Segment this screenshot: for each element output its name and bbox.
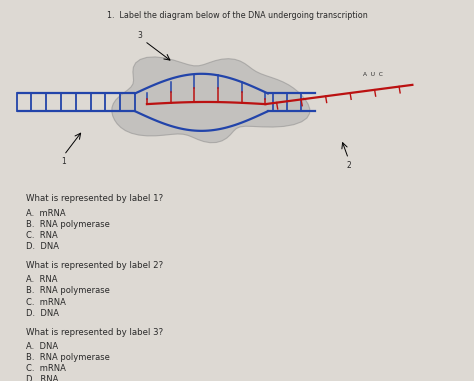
Text: D.  DNA: D. DNA bbox=[26, 309, 59, 318]
Text: 3: 3 bbox=[137, 31, 142, 40]
Text: B.  RNA polymerase: B. RNA polymerase bbox=[26, 220, 110, 229]
Text: B.  RNA polymerase: B. RNA polymerase bbox=[26, 353, 110, 362]
Text: 1: 1 bbox=[62, 157, 66, 166]
Text: A.  RNA: A. RNA bbox=[26, 275, 57, 284]
Polygon shape bbox=[112, 57, 310, 143]
Text: A  U  C: A U C bbox=[363, 72, 383, 77]
Text: A.  DNA: A. DNA bbox=[26, 342, 58, 351]
Text: What is represented by label 1?: What is represented by label 1? bbox=[26, 194, 163, 203]
Text: D.  DNA: D. DNA bbox=[26, 242, 59, 251]
Text: What is represented by label 2?: What is represented by label 2? bbox=[26, 261, 163, 270]
Text: C.  mRNA: C. mRNA bbox=[26, 364, 66, 373]
Text: 1.  Label the diagram below of the DNA undergoing transcription: 1. Label the diagram below of the DNA un… bbox=[107, 11, 367, 21]
Text: C.  RNA: C. RNA bbox=[26, 231, 58, 240]
Text: B.  RNA polymerase: B. RNA polymerase bbox=[26, 287, 110, 295]
Text: A.  mRNA: A. mRNA bbox=[26, 209, 66, 218]
Text: 2: 2 bbox=[346, 160, 351, 170]
Text: C.  mRNA: C. mRNA bbox=[26, 298, 66, 307]
Text: What is represented by label 3?: What is represented by label 3? bbox=[26, 328, 163, 337]
Text: D.  RNA: D. RNA bbox=[26, 375, 58, 381]
